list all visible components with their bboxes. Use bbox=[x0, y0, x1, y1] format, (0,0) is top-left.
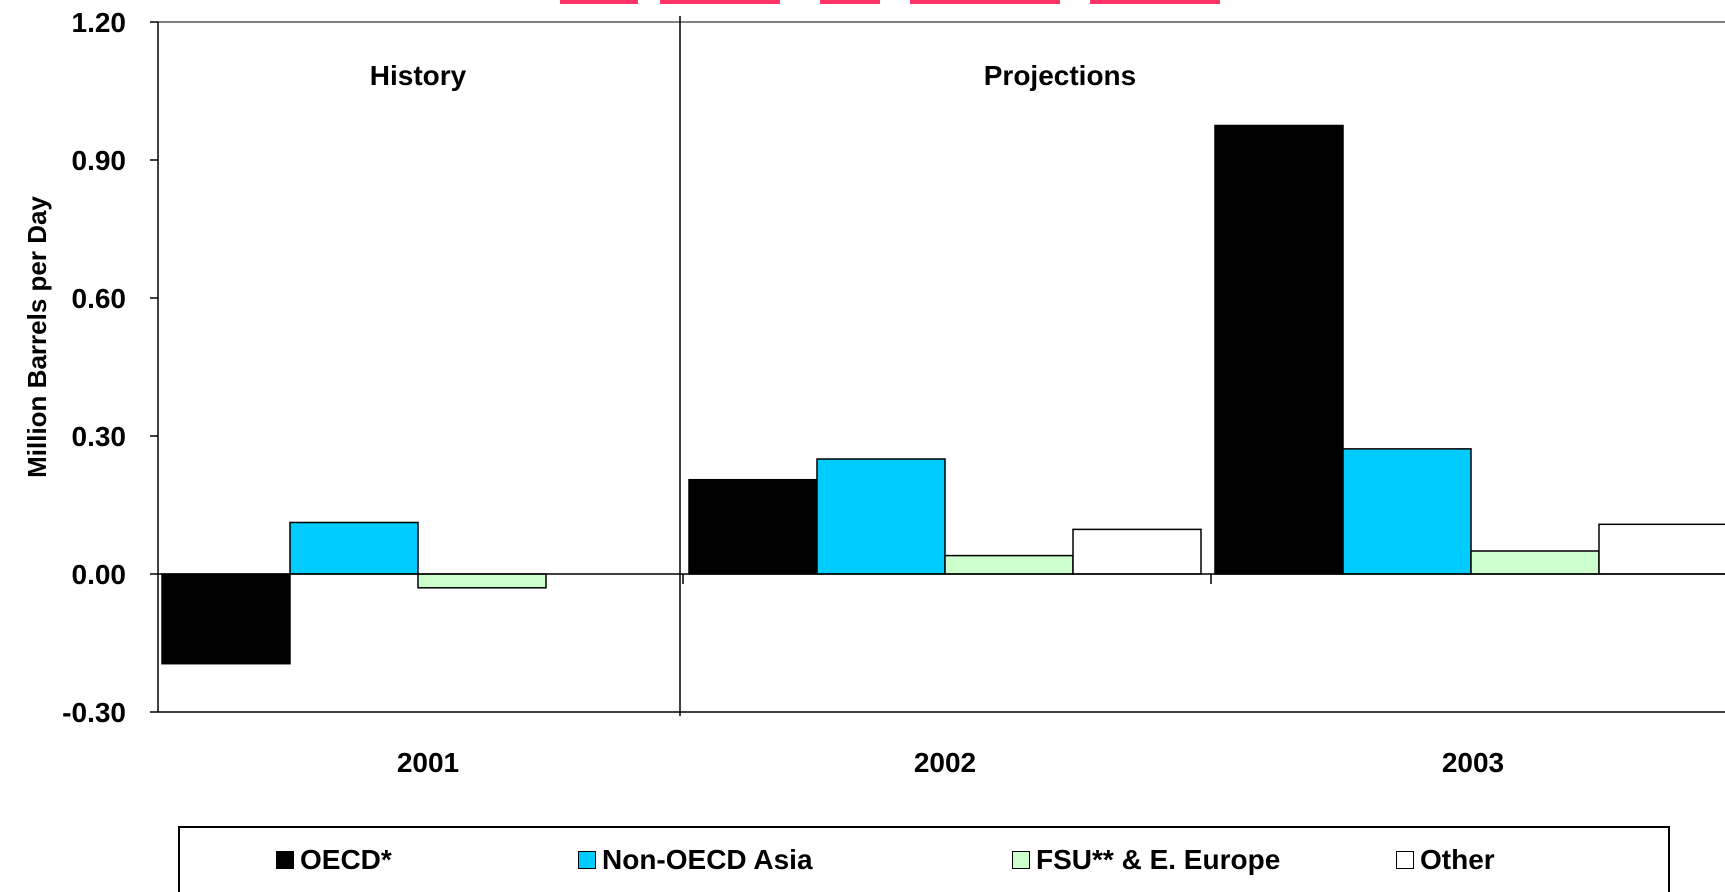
bars-layer bbox=[161, 124, 1725, 665]
section-label-projections: Projections bbox=[984, 60, 1136, 91]
title-clipped bbox=[560, 0, 1220, 4]
labels-layer: 1.20 0.90 0.60 0.30 0.00 -0.30 2001 2002 2003 Mil… bbox=[22, 7, 1504, 778]
legend-label-non-oecd-asia: Non-OECD Asia bbox=[602, 844, 813, 875]
x-tick-label-2002: 2002 bbox=[914, 747, 976, 778]
y-axis-label: Million Barrels per Day bbox=[22, 196, 52, 478]
plot-layer: History Projections bbox=[370, 60, 1136, 91]
bar-non-oecd-asia-2002 bbox=[816, 458, 946, 575]
title-fragment-5 bbox=[1090, 0, 1220, 4]
legend-label-fsu-e-europe: FSU** & E. Europe bbox=[1036, 844, 1281, 875]
bar-other-2003 bbox=[1598, 523, 1725, 575]
legend-swatch-other bbox=[1396, 851, 1414, 869]
section-label-history: History bbox=[370, 60, 467, 91]
title-fragment-3 bbox=[820, 0, 880, 4]
legend: OECD* Non-OECD Asia FSU** & E. Europe Ot… bbox=[178, 826, 1670, 892]
legend-swatch-fsu-e-europe bbox=[1012, 851, 1030, 869]
bar-other-2002 bbox=[1072, 528, 1202, 575]
axes-layer bbox=[150, 16, 1725, 716]
legend-label-other: Other bbox=[1420, 844, 1495, 875]
y-tick-label-2: 0.60 bbox=[72, 283, 127, 314]
legend-item-oecd: OECD* bbox=[276, 844, 392, 876]
legend-item-other: Other bbox=[1396, 844, 1495, 876]
y-tick-label-1: 0.90 bbox=[72, 145, 127, 176]
legend-item-non-oecd-asia: Non-OECD Asia bbox=[578, 844, 813, 876]
y-tick-label-4: 0.00 bbox=[72, 559, 127, 590]
x-tick-label-2001: 2001 bbox=[397, 747, 459, 778]
bar-oecd-2003 bbox=[1214, 124, 1344, 575]
bar-oecd-2002 bbox=[688, 478, 818, 575]
legend-item-fsu-e-europe: FSU** & E. Europe bbox=[1012, 844, 1280, 876]
x-tick-label-2003: 2003 bbox=[1442, 747, 1504, 778]
y-tick-label-0: 1.20 bbox=[72, 7, 127, 38]
title-fragment-2 bbox=[660, 0, 780, 4]
title-fragment-1 bbox=[560, 0, 638, 4]
bar-fsu-e-europe-2003 bbox=[1470, 550, 1600, 575]
y-tick-label-3: 0.30 bbox=[72, 421, 127, 452]
bar-non-oecd-asia-2003 bbox=[1342, 448, 1472, 575]
legend-swatch-non-oecd-asia bbox=[578, 851, 596, 869]
legend-label-oecd: OECD* bbox=[300, 844, 392, 875]
title-fragment-4 bbox=[910, 0, 1060, 4]
bar-non-oecd-asia-2001 bbox=[289, 521, 419, 575]
y-tick-label-5: -0.30 bbox=[62, 697, 126, 728]
legend-swatch-oecd bbox=[276, 851, 294, 869]
bar-oecd-2001 bbox=[161, 573, 291, 665]
bar-fsu-e-europe-2001 bbox=[417, 573, 547, 589]
bar-fsu-e-europe-2002 bbox=[944, 554, 1074, 575]
